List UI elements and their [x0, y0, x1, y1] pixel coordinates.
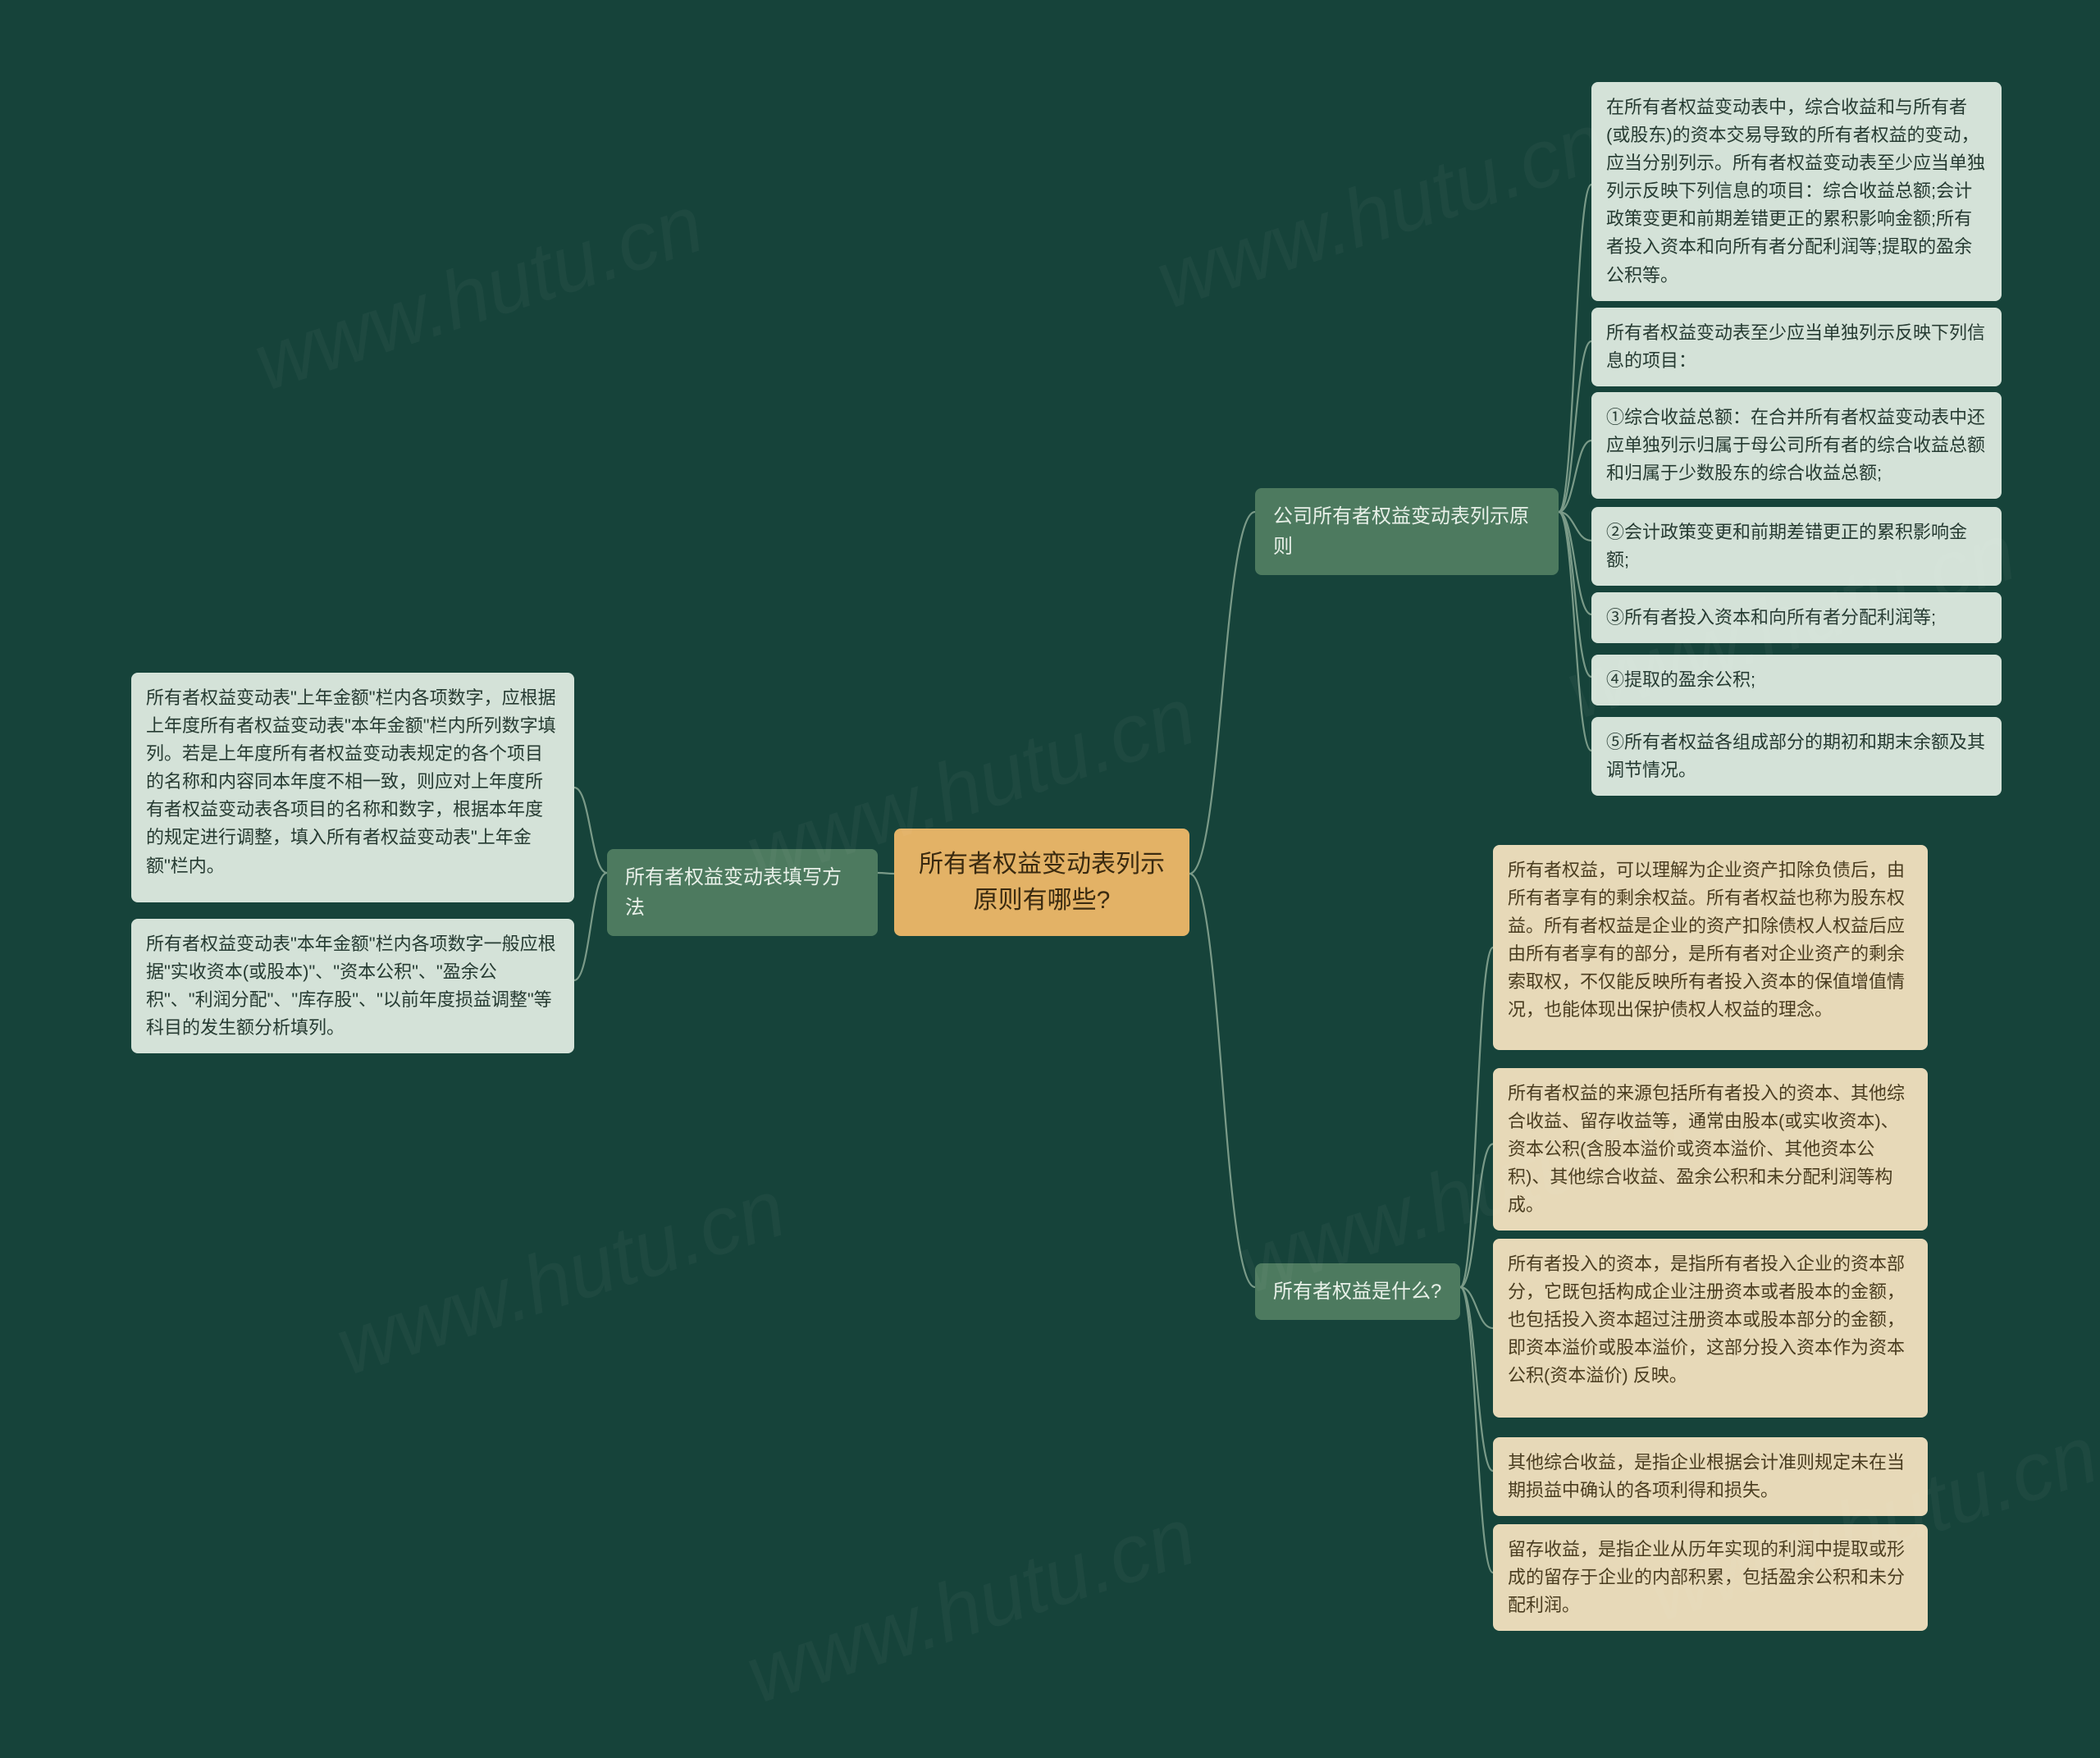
leaf-rbot-4: 留存收益，是指企业从历年实现的利润中提取或形成的留存于企业的内部积累，包括盈余公… [1493, 1524, 1928, 1631]
leaf-rtop-6: ⑤所有者权益各组成部分的期初和期末余额及其调节情况。 [1591, 717, 2002, 796]
leaf-rbot-1: 所有者权益的来源包括所有者投入的资本、其他综合收益、留存收益等，通常由股本(或实… [1493, 1068, 1928, 1231]
leaf-left-1: 所有者权益变动表"本年金额"栏内各项数字一般应根据"实收资本(或股本)"、"资本… [131, 919, 574, 1053]
watermark: www.hutu.cn [735, 1489, 1207, 1723]
branch-left: 所有者权益变动表填写方法 [607, 849, 878, 936]
leaf-rtop-1: 所有者权益变动表至少应当单独列示反映下列信息的项目： [1591, 308, 2002, 386]
leaf-rtop-0: 在所有者权益变动表中，综合收益和与所有者(或股东)的资本交易导致的所有者权益的变… [1591, 82, 2002, 301]
leaf-left-0: 所有者权益变动表"上年金额"栏内各项数字，应根据上年度所有者权益变动表"本年金额… [131, 673, 574, 902]
branch-right-bottom: 所有者权益是什么? [1255, 1263, 1460, 1320]
branch-right-top: 公司所有者权益变动表列示原则 [1255, 488, 1559, 575]
leaf-rtop-5: ④提取的盈余公积; [1591, 655, 2002, 705]
leaf-rtop-2: ①综合收益总额：在合并所有者权益变动表中还应单独列示归属于母公司所有者的综合收益… [1591, 392, 2002, 499]
leaf-rbot-0: 所有者权益，可以理解为企业资产扣除负债后，由所有者享有的剩余权益。所有者权益也称… [1493, 845, 1928, 1050]
leaf-rbot-2: 所有者投入的资本，是指所有者投入企业的资本部分，它既包括构成企业注册资本或者股本… [1493, 1239, 1928, 1418]
watermark: www.hutu.cn [1145, 94, 1617, 328]
watermark: www.hutu.cn [325, 1161, 797, 1395]
mindmap-root: 所有者权益变动表列示原则有哪些? [894, 829, 1189, 936]
leaf-rbot-3: 其他综合收益，是指企业根据会计准则规定未在当期损益中确认的各项利得和损失。 [1493, 1437, 1928, 1516]
watermark: www.hutu.cn [243, 176, 714, 410]
leaf-rtop-3: ②会计政策变更和前期差错更正的累积影响金额; [1591, 507, 2002, 586]
leaf-rtop-4: ③所有者投入资本和向所有者分配利润等; [1591, 592, 2002, 643]
